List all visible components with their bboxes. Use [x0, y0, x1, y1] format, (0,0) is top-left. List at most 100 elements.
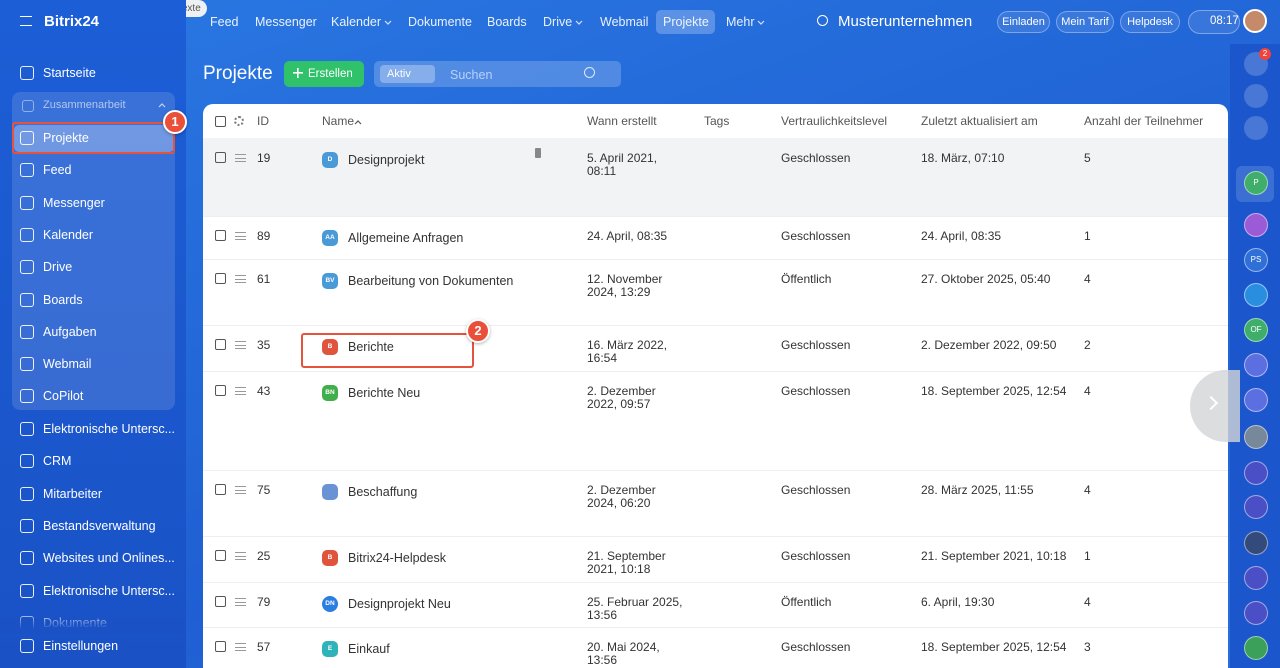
- rail-avatar[interactable]: [1244, 425, 1268, 449]
- top-nav-item[interactable]: Feed: [210, 15, 239, 29]
- row-checkbox[interactable]: [215, 385, 226, 396]
- row-checkbox[interactable]: [215, 152, 226, 163]
- column-header[interactable]: Wann erstellt: [587, 114, 657, 128]
- rail-avatar[interactable]: [1244, 213, 1268, 237]
- column-header[interactable]: Zuletzt aktualisiert am: [921, 114, 1038, 128]
- rail-avatar[interactable]: [1244, 353, 1268, 377]
- rail-avatar[interactable]: P: [1244, 171, 1268, 195]
- nav-item[interactable]: Bestandsverwaltung: [43, 518, 156, 533]
- nav-icon: [20, 195, 34, 210]
- project-name[interactable]: Allgemeine Anfragen: [348, 231, 464, 245]
- menu-icon: [20, 16, 32, 26]
- scroll-arrow[interactable]: [1190, 370, 1240, 442]
- rail-icon[interactable]: [1244, 84, 1268, 108]
- filter-tag-label: Aktiv: [387, 68, 411, 80]
- top-button[interactable]: Helpdesk: [1120, 11, 1180, 33]
- nav-item[interactable]: Websites und Onlines...: [43, 551, 175, 566]
- nav-item[interactable]: CRM: [43, 454, 72, 469]
- nav-item[interactable]: Webmail: [43, 357, 92, 372]
- nav-item[interactable]: Messenger: [43, 195, 105, 210]
- rail-avatar[interactable]: [1244, 636, 1268, 660]
- nav-item[interactable]: Elektronische Untersc...: [43, 583, 175, 598]
- rail-avatar[interactable]: OF: [1244, 318, 1268, 342]
- top-nav-item[interactable]: Mehr: [726, 15, 755, 29]
- updated-date: 2. Dezember 2022, 09:50: [921, 338, 1057, 352]
- project-id: 25: [257, 549, 271, 563]
- nav-item[interactable]: Aufgaben: [43, 324, 97, 339]
- rail-avatar[interactable]: [1244, 601, 1268, 625]
- project-name[interactable]: Berichte Neu: [348, 386, 421, 400]
- rail-icon[interactable]: [1244, 116, 1268, 140]
- rail-avatar[interactable]: [1244, 461, 1268, 485]
- search-placeholder: Suchen: [450, 68, 493, 82]
- project-name[interactable]: Berichte: [348, 340, 394, 354]
- project-name[interactable]: Designprojekt Neu: [348, 597, 451, 611]
- confidentiality: Öffentlich: [781, 272, 832, 286]
- nav-icon: [20, 227, 34, 242]
- nav-icon: [20, 639, 34, 653]
- created-date: 16. März 2022, 16:54: [587, 338, 668, 365]
- nav-item[interactable]: CoPilot: [43, 389, 84, 404]
- row-checkbox[interactable]: [215, 230, 226, 241]
- rail-avatar[interactable]: [1244, 495, 1268, 519]
- nav-item[interactable]: Mitarbeiter: [43, 486, 103, 501]
- members: 4: [1084, 595, 1091, 609]
- top-nav-item[interactable]: Dokumente: [408, 15, 472, 29]
- confidentiality: Geschlossen: [781, 338, 851, 352]
- group-box: [12, 92, 175, 410]
- top-button[interactable]: Mein Tarif: [1056, 11, 1114, 33]
- row-checkbox[interactable]: [215, 550, 226, 561]
- top-nav-item[interactable]: Messenger: [255, 15, 317, 29]
- members: 1: [1084, 229, 1091, 243]
- top-nav-item[interactable]: Projekte: [663, 15, 709, 29]
- row-checkbox[interactable]: [215, 596, 226, 607]
- rail-avatar[interactable]: [1244, 283, 1268, 307]
- column-header[interactable]: Vertraulichkeitslevel: [781, 114, 888, 128]
- top-nav-item[interactable]: Drive: [543, 15, 573, 29]
- top-button[interactable]: Einladen: [997, 11, 1050, 33]
- project-name[interactable]: Designprojekt: [348, 153, 425, 167]
- column-header[interactable]: Name: [322, 114, 355, 128]
- top-nav-item[interactable]: Boards: [487, 15, 527, 29]
- rail-avatar[interactable]: PS: [1244, 248, 1268, 272]
- project-id: 19: [257, 151, 271, 165]
- nav-icon: [20, 324, 34, 339]
- project-id: 43: [257, 384, 271, 398]
- project-name[interactable]: Bitrix24-Helpdesk: [348, 551, 446, 565]
- column-header[interactable]: Anzahl der Teilnehmer: [1084, 114, 1204, 128]
- row-checkbox[interactable]: [215, 339, 226, 350]
- project-id: 75: [257, 483, 271, 497]
- nav-item[interactable]: Elektronische Untersc...: [43, 422, 175, 436]
- nav-item[interactable]: Drive: [43, 260, 73, 275]
- updated-date: 6. April, 19:30: [921, 595, 995, 609]
- project-name[interactable]: Beschaffung: [348, 485, 418, 499]
- nav-item[interactable]: Boards: [43, 292, 83, 307]
- filter-box[interactable]: [374, 61, 621, 87]
- time: 08:17: [1210, 15, 1239, 27]
- drag-handle: [235, 486, 246, 494]
- project-icon: BV: [322, 273, 338, 289]
- row-checkbox[interactable]: [215, 641, 226, 652]
- project-id: 79: [257, 595, 271, 609]
- top-nav-item[interactable]: Kalender: [331, 15, 382, 29]
- column-header[interactable]: ID: [257, 114, 269, 128]
- rail-avatar[interactable]: [1244, 531, 1268, 555]
- top-nav-item[interactable]: Webmail: [600, 15, 649, 29]
- plus: [293, 68, 303, 78]
- column-header[interactable]: Tags: [704, 114, 730, 128]
- nav-item[interactable]: Startseite: [43, 66, 96, 80]
- project-name[interactable]: Einkauf: [348, 642, 390, 656]
- row-checkbox[interactable]: [215, 273, 226, 284]
- row-checkbox[interactable]: [215, 484, 226, 495]
- nav-icon: [20, 131, 34, 145]
- nav-item[interactable]: Projekte: [43, 131, 89, 145]
- rail-avatar[interactable]: [1244, 388, 1268, 412]
- rail-avatar[interactable]: [1244, 566, 1268, 590]
- project-name[interactable]: Bearbeitung von Dokumenten: [348, 274, 514, 288]
- confidentiality: Geschlossen: [781, 640, 851, 654]
- drag-handle: [235, 275, 246, 283]
- nav-item[interactable]: Einstellungen: [43, 639, 119, 653]
- create-label: Erstellen: [308, 68, 353, 80]
- nav-item[interactable]: Kalender: [43, 227, 94, 242]
- nav-item[interactable]: Feed: [43, 163, 72, 178]
